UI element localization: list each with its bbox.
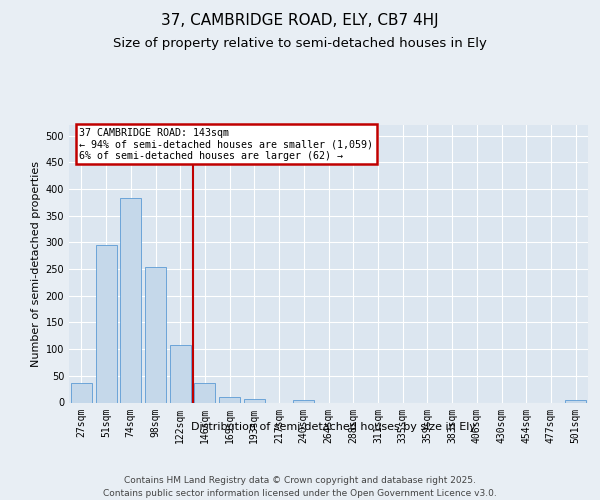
- Bar: [244, 399, 265, 402]
- Text: Size of property relative to semi-detached houses in Ely: Size of property relative to semi-detach…: [113, 38, 487, 51]
- Bar: [565, 400, 586, 402]
- Text: Distribution of semi-detached houses by size in Ely: Distribution of semi-detached houses by …: [191, 422, 476, 432]
- Text: Contains HM Land Registry data © Crown copyright and database right 2025.
Contai: Contains HM Land Registry data © Crown c…: [103, 476, 497, 498]
- Bar: [293, 400, 314, 402]
- Y-axis label: Number of semi-detached properties: Number of semi-detached properties: [31, 161, 41, 367]
- Bar: [120, 198, 141, 402]
- Text: 37, CAMBRIDGE ROAD, ELY, CB7 4HJ: 37, CAMBRIDGE ROAD, ELY, CB7 4HJ: [161, 12, 439, 28]
- Text: 37 CAMBRIDGE ROAD: 143sqm
← 94% of semi-detached houses are smaller (1,059)
6% o: 37 CAMBRIDGE ROAD: 143sqm ← 94% of semi-…: [79, 128, 373, 161]
- Bar: [170, 345, 191, 403]
- Bar: [219, 397, 240, 402]
- Bar: [71, 383, 92, 402]
- Bar: [95, 244, 116, 402]
- Bar: [145, 267, 166, 402]
- Bar: [194, 383, 215, 402]
